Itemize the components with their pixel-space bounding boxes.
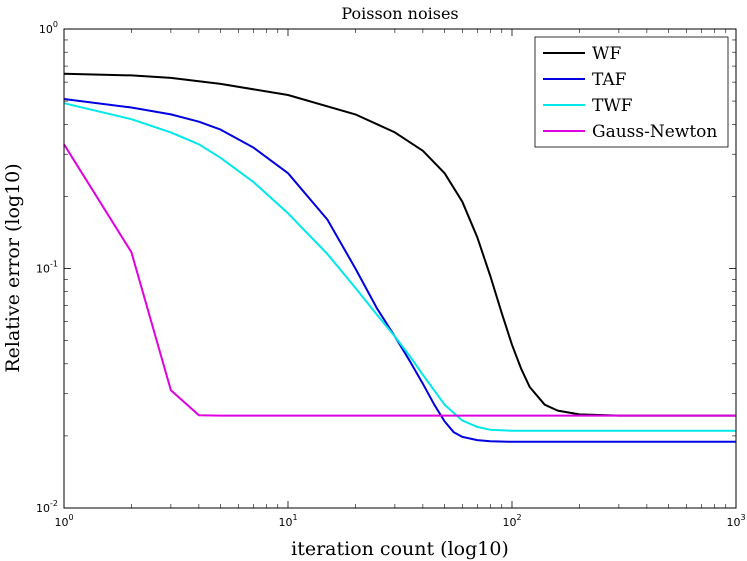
legend-label-gauss-newton: Gauss-Newton xyxy=(592,122,717,142)
y-tick-label: 100 xyxy=(39,20,58,36)
chart-title: Poisson noises xyxy=(341,4,458,23)
axis-ticks: 100 101 102 103 10-2 10-1 100 xyxy=(36,20,746,529)
legend-label-taf: TAF xyxy=(592,70,627,90)
x-tick-label: 103 xyxy=(726,513,745,529)
series-group xyxy=(63,72,736,443)
series-line-twf xyxy=(63,102,736,432)
series-line-gauss-newton xyxy=(63,143,736,417)
plot-frame xyxy=(63,28,737,509)
legend: WF TAF TWF Gauss-Newton xyxy=(534,36,729,148)
x-tick-label: 100 xyxy=(54,513,73,529)
legend-box xyxy=(534,36,729,148)
x-tick-label: 102 xyxy=(502,513,521,529)
series-line-wf xyxy=(63,72,736,417)
legend-label-wf: WF xyxy=(592,44,621,64)
x-tick-label: 101 xyxy=(278,513,297,529)
x-axis-label: iteration count (log10) xyxy=(291,538,509,560)
legend-label-twf: TWF xyxy=(592,96,633,116)
y-tick-label: 10-1 xyxy=(36,260,58,276)
y-axis-label: Relative error (log10) xyxy=(2,163,24,372)
y-tick-label: 10-2 xyxy=(36,499,58,515)
